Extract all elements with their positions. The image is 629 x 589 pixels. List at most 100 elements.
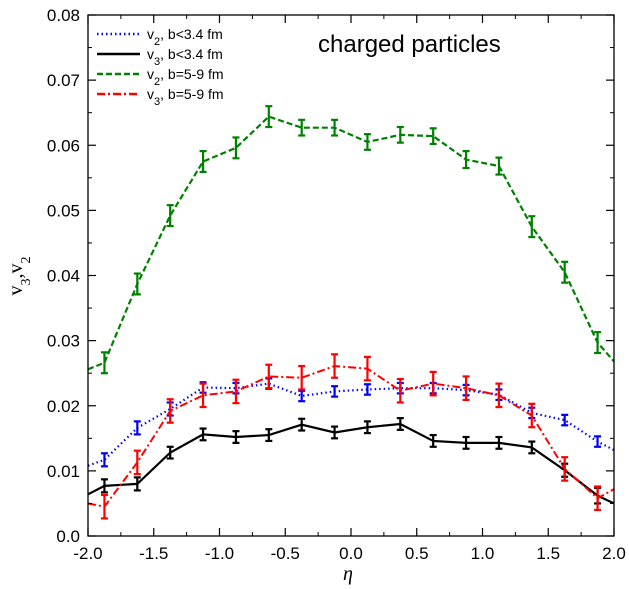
- error-bar: [396, 125, 404, 144]
- error-bar: [363, 420, 371, 435]
- x-tick-label: 0.5: [405, 544, 429, 563]
- error-bar: [363, 355, 371, 382]
- error-bar: [331, 118, 339, 137]
- series-layer: [88, 105, 614, 520]
- legend-label-rest: , b<3.4 fm: [160, 26, 223, 42]
- error-bar: [298, 389, 306, 403]
- chart-annotation: charged particles: [318, 31, 501, 58]
- error-bar: [265, 428, 273, 443]
- x-tick-label: -2.0: [73, 544, 102, 563]
- axes-layer: -2.0 -1.5 -1.0 -0.5 0.0 0.5 1.0 1.5 2.0 0.0 0.01 0.…: [47, 6, 626, 563]
- series-line-0: [88, 382, 614, 467]
- legend-label-subscript: 2: [154, 76, 160, 88]
- x-tick-label: -0.5: [271, 544, 300, 563]
- error-bar: [199, 150, 207, 174]
- x-tick-label: 1.0: [471, 544, 495, 563]
- legend-label-rest: , b<3.4 fm: [160, 46, 223, 62]
- error-bar: [199, 382, 207, 409]
- legend-label-base: v: [147, 66, 154, 82]
- y-tick-label: 0.04: [47, 267, 80, 286]
- y-label-base: v: [5, 286, 27, 296]
- error-bar: [232, 136, 240, 160]
- legend-label-0: v2, b<3.4 fm: [147, 26, 223, 48]
- y-axis-label: v3,v2: [5, 257, 34, 296]
- error-bar: [133, 420, 141, 436]
- error-bar: [561, 456, 569, 482]
- error-bar: [265, 105, 273, 129]
- series-line-3: [88, 365, 614, 508]
- error-bar: [298, 417, 306, 432]
- error-bar: [528, 402, 536, 429]
- error-bar: [363, 383, 371, 396]
- error-bar: [396, 377, 404, 404]
- x-tick-label: 0.0: [339, 544, 363, 563]
- x-tick-label: -1.5: [139, 544, 168, 563]
- legend-label-base: v: [147, 86, 154, 102]
- error-bar: [166, 204, 174, 228]
- y-label-comma: ,: [5, 274, 27, 279]
- y-label-base: v: [5, 264, 27, 274]
- legend-label-1: v3, b<3.4 fm: [147, 46, 223, 68]
- series-2: [88, 105, 614, 375]
- error-bar: [429, 370, 437, 397]
- error-bar: [462, 150, 470, 170]
- error-bar: [429, 127, 437, 146]
- error-bar: [594, 485, 602, 512]
- error-bar: [331, 385, 339, 398]
- error-bar: [100, 478, 108, 494]
- error-bar: [561, 260, 569, 284]
- y-axis-label-text: v3,v2: [5, 257, 34, 296]
- legend-label-subscript: 2: [154, 36, 160, 48]
- legend-label-2: v2, b=5-9 fm: [147, 66, 224, 88]
- error-bar: [495, 382, 503, 409]
- legend-label-subscript: 3: [154, 96, 160, 108]
- error-bar: [495, 156, 503, 176]
- y-tick-label: 0.08: [47, 6, 80, 25]
- error-bar: [133, 476, 141, 492]
- error-bar: [561, 413, 569, 427]
- y-tick-label: 0.03: [47, 332, 80, 351]
- series-line-2: [88, 115, 614, 371]
- error-bar: [363, 133, 371, 151]
- series-3: [88, 353, 614, 520]
- x-tick-label: -1.0: [205, 544, 234, 563]
- legend-label-subscript: 3: [154, 56, 160, 68]
- x-axis-label: η: [343, 563, 353, 585]
- legend-label-rest: , b=5-9 fm: [160, 86, 223, 102]
- error-bar: [594, 331, 602, 355]
- y-tick-label: 0.02: [47, 397, 80, 416]
- error-bar: [462, 435, 470, 450]
- error-bar: [298, 364, 306, 391]
- error-bar: [462, 375, 470, 401]
- error-bar: [396, 417, 404, 431]
- y-tick-label: 0.01: [47, 462, 80, 481]
- series-1: [88, 417, 614, 505]
- legend-label-rest: , b=5-9 fm: [160, 66, 223, 82]
- error-bar: [429, 433, 437, 448]
- error-bar: [133, 272, 141, 296]
- x-tick-label: 2.0: [602, 544, 626, 563]
- y-label-subscript: 3: [19, 279, 34, 286]
- error-bar: [100, 452, 108, 468]
- error-bar: [232, 430, 240, 444]
- y-tick-label: 0.05: [47, 201, 80, 220]
- series-line-1: [88, 422, 614, 505]
- error-bar: [298, 118, 306, 137]
- y-tick-label: 0.07: [47, 71, 80, 90]
- error-bar: [528, 215, 536, 239]
- error-bar: [166, 445, 174, 460]
- error-bar: [265, 363, 273, 390]
- error-bar: [594, 435, 602, 448]
- legend-label-base: v: [147, 46, 154, 62]
- error-bar: [331, 353, 339, 379]
- series-0: [88, 377, 614, 468]
- error-bar: [331, 425, 339, 440]
- y-tick-label: 0.0: [56, 527, 80, 546]
- error-bar: [232, 378, 240, 405]
- legend-label-base: v: [147, 26, 154, 42]
- y-tick-label: 0.06: [47, 136, 80, 155]
- error-bar: [100, 493, 108, 520]
- error-bar: [199, 427, 207, 442]
